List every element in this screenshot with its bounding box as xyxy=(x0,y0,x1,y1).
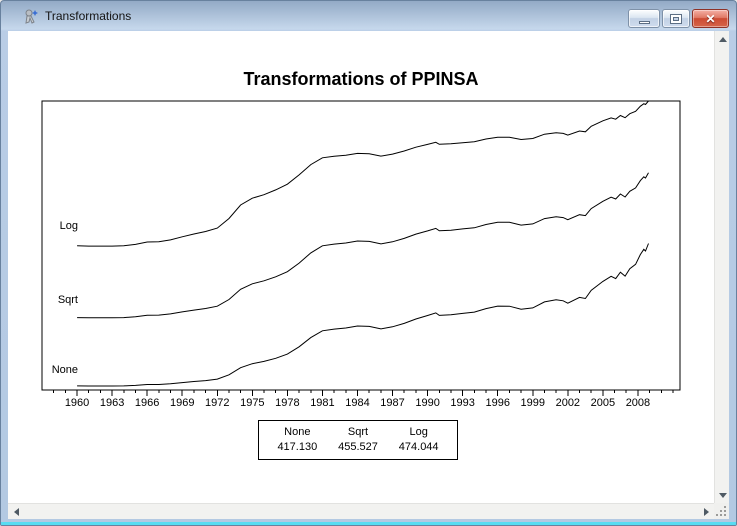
chart-title: Transformations of PPINSA xyxy=(243,69,479,89)
arrow-up-icon xyxy=(718,36,727,42)
series-label-none: None xyxy=(51,364,78,376)
scroll-up-button[interactable] xyxy=(715,31,730,47)
stats-value-none: 417.130 xyxy=(277,441,318,454)
resize-grip[interactable] xyxy=(724,514,726,516)
x-tick-label: 1987 xyxy=(380,397,404,409)
minimize-icon xyxy=(638,21,650,24)
x-tick-label: 1999 xyxy=(521,397,545,409)
vertical-scrollbar[interactable] xyxy=(714,31,729,503)
x-tick-label: 2005 xyxy=(591,397,615,409)
scrollbar-corner xyxy=(714,503,729,519)
x-tick-label: 1969 xyxy=(170,397,194,409)
series-line-log xyxy=(77,100,649,247)
x-tick-label: 1984 xyxy=(345,397,369,409)
scroll-down-button[interactable] xyxy=(715,487,730,503)
x-tick-label: 1996 xyxy=(485,397,509,409)
maximize-icon xyxy=(671,14,681,23)
maximize-button[interactable] xyxy=(662,9,690,28)
x-tick-label: 1966 xyxy=(135,397,159,409)
x-tick-label: 1972 xyxy=(205,397,229,409)
scroll-right-button[interactable] xyxy=(698,504,714,519)
window-title: Transformations xyxy=(45,9,132,23)
stats-value-sqrt: 455.527 xyxy=(338,441,378,454)
plot-frame xyxy=(41,100,681,391)
window-bottom-edge xyxy=(1,522,736,525)
x-tick-label: 1978 xyxy=(275,397,299,409)
chart-client-area: Transformations of PPINSA 1960 1963 1966 19… xyxy=(8,31,714,503)
close-button[interactable]: ✕ xyxy=(692,9,729,28)
minimize-button[interactable] xyxy=(628,9,660,28)
app-icon xyxy=(25,9,38,24)
title-bar[interactable]: Transformations ✕ xyxy=(1,1,736,31)
x-tick-label: 1993 xyxy=(450,397,474,409)
stats-header-log: Log xyxy=(409,425,428,438)
x-tick-label: 1981 xyxy=(310,397,334,409)
stats-value-log: 474.044 xyxy=(398,441,439,454)
x-tick-label: 2002 xyxy=(556,397,580,409)
stats-table: None Sqrt Log 417.130 455.527 474.044 xyxy=(258,420,458,460)
series-label-sqrt: Sqrt xyxy=(57,294,78,306)
stats-header-none: None xyxy=(284,425,311,438)
arrow-right-icon xyxy=(703,507,709,516)
transformations-chart: 1960 1963 1966 1969 1972 1975 1978 1981 1984 1987… xyxy=(41,100,681,409)
series-line-sqrt xyxy=(77,172,649,319)
arrow-down-icon xyxy=(718,492,727,498)
series-line-none xyxy=(77,243,649,387)
x-tick-label: 1960 xyxy=(65,397,89,409)
x-tick-label: 1990 xyxy=(415,397,439,409)
x-tick-label: 1963 xyxy=(100,397,124,409)
series-label-log: Log xyxy=(59,220,78,232)
stats-header-sqrt: Sqrt xyxy=(347,425,369,438)
arrow-left-icon xyxy=(13,507,19,516)
x-tick-label: 2008 xyxy=(626,397,650,409)
scroll-left-button[interactable] xyxy=(8,504,24,519)
horizontal-scrollbar[interactable] xyxy=(8,503,714,519)
close-icon: ✕ xyxy=(705,11,716,26)
x-tick-label: 1975 xyxy=(240,397,264,409)
